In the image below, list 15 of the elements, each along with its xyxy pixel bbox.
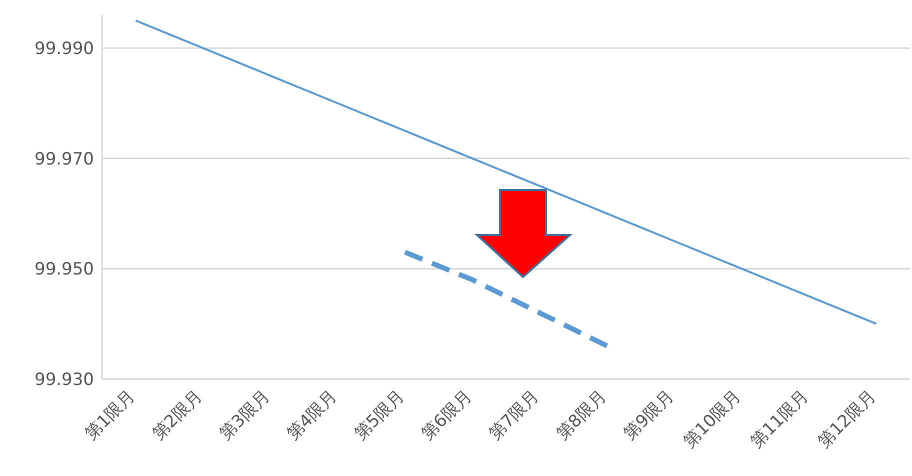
x-tick-label: 第9限月 (620, 386, 678, 444)
x-tick-label: 第10限月 (680, 386, 746, 452)
y-tick-label: 99.990 (34, 39, 94, 60)
x-tick-label: 第5限月 (350, 386, 409, 444)
x-tick-label: 第11限月 (747, 386, 813, 452)
y-tick-label: 99.970 (34, 149, 94, 170)
line-series (134, 20, 878, 325)
x-tick-label: 第4限月 (283, 386, 342, 444)
x-tick-label: 第7限月 (485, 386, 544, 444)
x-tick-label: 第12限月 (814, 386, 880, 452)
x-tick-label: 第6限月 (418, 386, 476, 444)
x-tick-label: 第3限月 (216, 386, 274, 444)
y-tick-label: 99.950 (34, 260, 94, 280)
x-tick-label: 第2限月 (148, 386, 207, 444)
x-tick-label: 第8限月 (552, 386, 611, 444)
